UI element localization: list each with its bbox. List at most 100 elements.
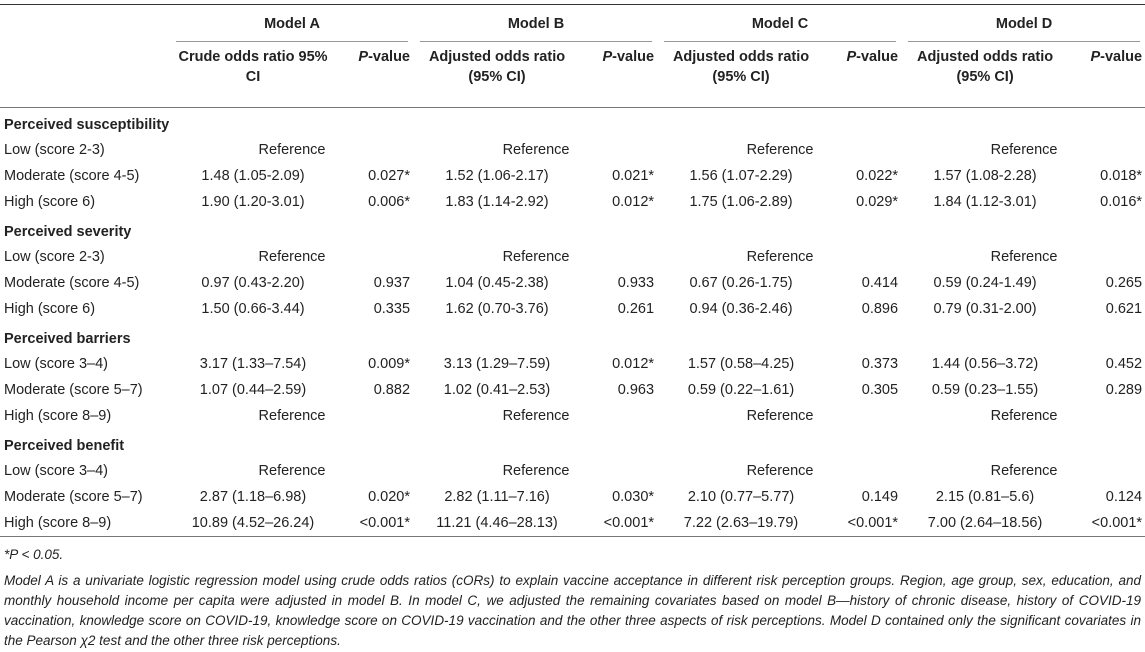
table-body: Perceived susceptibility Low (score 2-3) R… bbox=[0, 108, 1145, 537]
odds-ratio-cell: 7.22 (2.63–19.79) bbox=[658, 510, 825, 537]
or-column-header: Adjusted odds ratio (95% CI) bbox=[658, 42, 825, 108]
p-value-cell: 0.621 bbox=[1105, 301, 1143, 317]
corner-cell bbox=[0, 4, 170, 42]
p-value-cell: 0.030* bbox=[612, 489, 655, 505]
odds-ratio-cell: 1.90 (1.20-3.01) bbox=[201, 194, 305, 210]
p-value-cell: <0.001* bbox=[1068, 510, 1145, 537]
odds-ratio-cell: 1.75 (1.06-2.89) bbox=[689, 194, 793, 210]
reference-cell: Reference bbox=[746, 408, 814, 424]
reference-cell: Reference bbox=[502, 142, 570, 158]
table-footnotes: *P < 0.05. Model A is a univariate logis… bbox=[0, 537, 1145, 651]
row-label: Moderate (score 5–7) bbox=[4, 489, 143, 505]
significance-note: *P < 0.05. bbox=[4, 547, 64, 562]
model-description-note: Model A is a univariate logistic regress… bbox=[4, 573, 1141, 648]
row-label: Moderate (score 5–7) bbox=[4, 382, 143, 398]
p-value-column-header: P-value bbox=[1068, 42, 1145, 108]
odds-ratio-cell: 0.59 (0.23–1.55) bbox=[931, 382, 1039, 398]
odds-ratio-cell: 2.87 (1.18–6.98) bbox=[199, 489, 307, 505]
p-value-cell: 0.012* bbox=[612, 356, 655, 372]
table-row: Low (score 3–4) 3.17 (1.33–7.54) 0.009* 3.1… bbox=[0, 351, 1145, 377]
row-label: Low (score 3–4) bbox=[4, 356, 108, 372]
table-row: High (score 6) 1.50 (0.66-3.44) 0.335 1.62 … bbox=[0, 296, 1145, 322]
p-value-cell: 0.022* bbox=[856, 168, 899, 184]
model-header-row: Model A Model B Model C Model D bbox=[0, 4, 1145, 42]
model-b-header: Model B bbox=[414, 4, 659, 42]
reference-cell: Reference bbox=[502, 463, 570, 479]
reference-cell: Reference bbox=[258, 142, 326, 158]
reference-cell: Reference bbox=[746, 249, 814, 265]
p-value-cell: 0.006* bbox=[368, 194, 411, 210]
odds-ratio-cell: 2.82 (1.11–7.16) bbox=[444, 489, 550, 505]
subheader-row: Crude odds ratio 95% CI P-value Adjusted… bbox=[0, 42, 1145, 108]
model-c-header: Model C bbox=[658, 4, 903, 42]
odds-ratio-cell: 0.97 (0.43-2.20) bbox=[201, 275, 305, 291]
reference-cell: Reference bbox=[258, 463, 326, 479]
p-value-cell: 0.896 bbox=[861, 301, 899, 317]
row-label: Moderate (score 4-5) bbox=[4, 275, 140, 291]
section-header-row: Perceived benefit bbox=[0, 429, 1145, 458]
odds-ratio-cell: 11.21 (4.46–28.13) bbox=[414, 510, 581, 537]
odds-ratio-cell: 1.83 (1.14-2.92) bbox=[445, 194, 549, 210]
or-column-header: Crude odds ratio 95% CI bbox=[170, 42, 336, 108]
or-column-header: Adjusted odds ratio (95% CI) bbox=[902, 42, 1069, 108]
odds-ratio-cell: 3.17 (1.33–7.54) bbox=[199, 356, 307, 372]
odds-ratio-cell: 0.59 (0.22–1.61) bbox=[687, 382, 795, 398]
odds-ratio-cell: 1.57 (1.08-2.28) bbox=[933, 168, 1037, 184]
model-d-header: Model D bbox=[902, 4, 1145, 42]
p-value-cell: 0.937 bbox=[373, 275, 411, 291]
table-row: High (score 6) 1.90 (1.20-3.01) 0.006* 1.83… bbox=[0, 189, 1145, 215]
corner-subcell bbox=[0, 42, 170, 108]
p-value-cell: 0.335 bbox=[373, 301, 411, 317]
section-header-row: Perceived barriers bbox=[0, 322, 1145, 351]
reference-cell: Reference bbox=[990, 249, 1058, 265]
model-a-header: Model A bbox=[170, 4, 415, 42]
odds-ratio-cell: 1.50 (0.66-3.44) bbox=[201, 301, 305, 317]
p-value-column-header: P-value bbox=[824, 42, 903, 108]
p-value-cell: <0.001* bbox=[580, 510, 659, 537]
odds-ratio-cell: 1.07 (0.44–2.59) bbox=[199, 382, 307, 398]
reference-cell: Reference bbox=[746, 142, 814, 158]
odds-ratio-cell: 0.94 (0.36-2.46) bbox=[689, 301, 793, 317]
reference-cell: Reference bbox=[502, 249, 570, 265]
table-row: Moderate (score 5–7) 1.07 (0.44–2.59) 0.88… bbox=[0, 377, 1145, 403]
odds-ratio-cell: 1.02 (0.41–2.53) bbox=[443, 382, 551, 398]
reference-cell: Reference bbox=[990, 463, 1058, 479]
reference-cell: Reference bbox=[258, 249, 326, 265]
p-value-cell: 0.265 bbox=[1105, 275, 1143, 291]
p-value-cell: 0.373 bbox=[861, 356, 899, 372]
odds-ratio-cell: 1.48 (1.05-2.09) bbox=[201, 168, 305, 184]
p-value-cell: 0.882 bbox=[373, 382, 411, 398]
odds-ratio-cell: 10.89 (4.52–26.24) bbox=[170, 510, 336, 537]
p-value-cell: 0.414 bbox=[861, 275, 899, 291]
p-value-column-header: P-value bbox=[336, 42, 415, 108]
reference-cell: Reference bbox=[502, 408, 570, 424]
odds-ratio-cell: 1.62 (0.70-3.76) bbox=[445, 301, 549, 317]
odds-ratio-cell: 0.59 (0.24-1.49) bbox=[933, 275, 1037, 291]
row-label: Moderate (score 4-5) bbox=[4, 168, 140, 184]
odds-ratio-cell: 0.67 (0.26-1.75) bbox=[689, 275, 793, 291]
row-label: Low (score 3–4) bbox=[4, 463, 108, 479]
p-value-cell: 0.261 bbox=[617, 301, 655, 317]
odds-ratio-cell: 3.13 (1.29–7.59) bbox=[443, 356, 551, 372]
row-label: Low (score 2-3) bbox=[4, 142, 105, 158]
p-value-cell: <0.001* bbox=[336, 510, 415, 537]
p-value-cell: 0.933 bbox=[617, 275, 655, 291]
table-row: High (score 8–9) 10.89 (4.52–26.24) <0.001… bbox=[0, 510, 1145, 537]
reference-cell: Reference bbox=[258, 408, 326, 424]
p-value-cell: 0.149 bbox=[861, 489, 899, 505]
odds-ratio-cell: 1.52 (1.06-2.17) bbox=[445, 168, 549, 184]
p-value-cell: 0.020* bbox=[368, 489, 411, 505]
table-row: Low (score 3–4) Reference Reference Referen… bbox=[0, 458, 1145, 484]
table-row: High (score 8–9) Reference Reference Refere… bbox=[0, 403, 1145, 429]
row-label: High (score 8–9) bbox=[0, 510, 170, 537]
table-row: Low (score 2-3) Reference Reference Referen… bbox=[0, 244, 1145, 270]
reference-cell: Reference bbox=[990, 142, 1058, 158]
p-value-column-header: P-value bbox=[580, 42, 659, 108]
section-title: Perceived severity bbox=[4, 223, 132, 240]
odds-ratio-cell: 1.04 (0.45-2.38) bbox=[445, 275, 549, 291]
table-row: Moderate (score 4-5) 1.48 (1.05-2.09) 0.02… bbox=[0, 163, 1145, 189]
table-row: Low (score 2-3) Reference Reference Referen… bbox=[0, 137, 1145, 163]
p-value-cell: 0.124 bbox=[1105, 489, 1143, 505]
odds-ratio-cell: 2.15 (0.81–5.6) bbox=[935, 489, 1035, 505]
